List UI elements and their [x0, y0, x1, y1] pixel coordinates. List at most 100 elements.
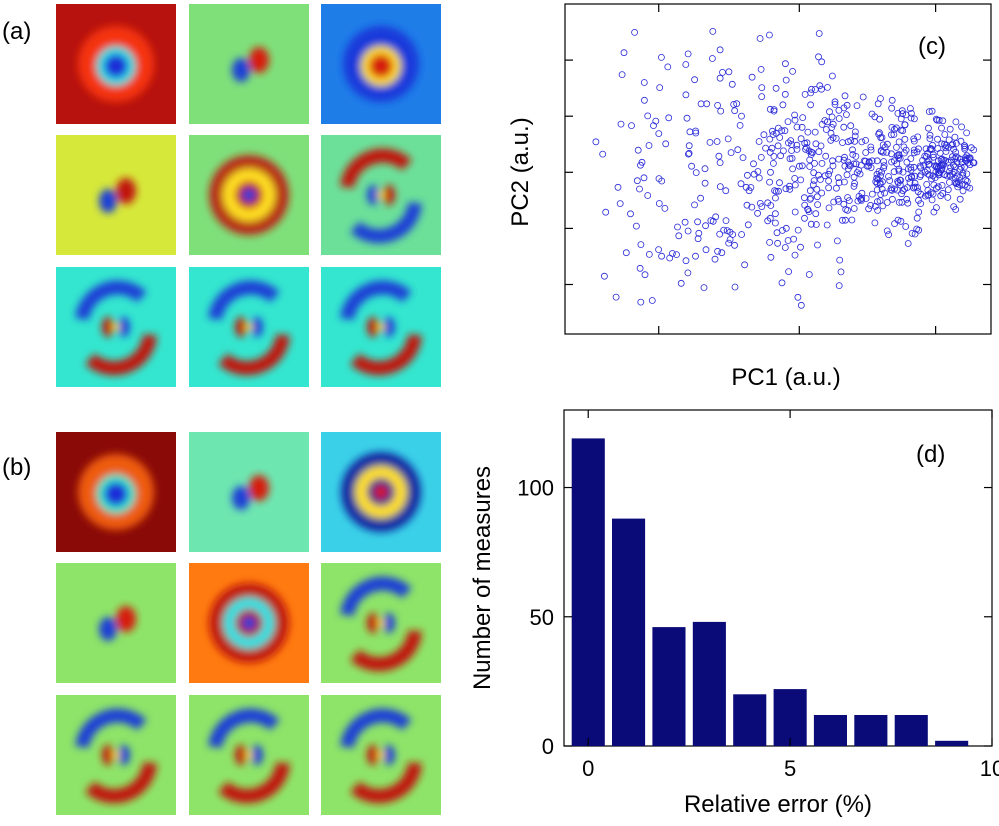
- scatter-point: [875, 130, 883, 138]
- scatter-point: [877, 134, 885, 142]
- scatter-point: [637, 161, 644, 169]
- mode-a-tile: [56, 267, 176, 387]
- scatter-point: [725, 68, 733, 76]
- panel-b-label: (b): [2, 454, 32, 481]
- scatter-point: [655, 130, 663, 138]
- scatter-point: [833, 184, 840, 192]
- scatter-point: [754, 209, 761, 217]
- scatter-point: [793, 141, 801, 149]
- scatter-point: [766, 105, 774, 113]
- scatter-point: [685, 142, 693, 150]
- scatter-point: [818, 159, 826, 167]
- scatter-point: [602, 208, 610, 216]
- bar-1: [612, 518, 646, 746]
- scatter-point: [782, 76, 790, 84]
- scatter-point: [677, 279, 685, 287]
- scatter-point: [755, 138, 763, 145]
- scatter-point: [731, 241, 738, 249]
- scatter-point: [935, 116, 943, 124]
- scatter-point: [636, 264, 644, 272]
- scatter-point: [788, 141, 795, 148]
- scatter-point: [774, 239, 781, 247]
- scatter-point: [776, 134, 784, 141]
- scatter-point: [786, 185, 794, 193]
- scatter-point: [778, 279, 786, 287]
- scatter-point: [772, 194, 779, 202]
- scatter-point: [828, 124, 836, 131]
- scatter-point: [852, 128, 859, 136]
- scatter-point: [959, 172, 967, 179]
- bar-2: [652, 627, 686, 746]
- scatter-point: [756, 35, 764, 42]
- scatter-point: [862, 195, 870, 202]
- scatter-point: [917, 171, 925, 179]
- scatter-point: [789, 68, 796, 75]
- scatter-point: [730, 101, 738, 108]
- mode-a-tile: [321, 135, 441, 255]
- scatter-point: [747, 184, 755, 191]
- scatter-point: [895, 198, 903, 206]
- scatter-point: [956, 195, 964, 203]
- scatter-point: [945, 136, 953, 144]
- scatter-point: [769, 127, 776, 135]
- scatter-point: [835, 197, 843, 205]
- scatter-point: [814, 201, 821, 209]
- scatter-point: [917, 200, 925, 208]
- scatter-point: [714, 102, 721, 109]
- scatter-point: [612, 293, 620, 301]
- scatter-point: [942, 148, 950, 155]
- scatter-point: [766, 31, 773, 39]
- scatter-point: [841, 178, 848, 186]
- scatter-point: [802, 145, 809, 153]
- scatter-point: [812, 221, 820, 228]
- scatter-point: [791, 251, 799, 259]
- mode-b-tile: [56, 563, 176, 683]
- scatter-point: [967, 144, 975, 152]
- scatter-point: [876, 115, 883, 123]
- scatter-point: [640, 79, 648, 86]
- scatter-point: [815, 148, 823, 156]
- scatter-point: [840, 123, 848, 131]
- scatter-points: [592, 27, 978, 309]
- scatter-point: [877, 190, 885, 198]
- scatter-point: [890, 168, 898, 176]
- scatter-point: [941, 131, 949, 138]
- scatter-point: [770, 107, 778, 115]
- scatter-point: [768, 144, 776, 152]
- scatter-point: [797, 301, 805, 309]
- mode-b-tile: [56, 695, 176, 815]
- scatter-point: [796, 162, 803, 170]
- scatter-point: [834, 237, 841, 245]
- scatter-point: [771, 187, 778, 195]
- scatter-point: [958, 159, 966, 166]
- scatter-point: [865, 159, 873, 167]
- scatter-point: [897, 217, 905, 225]
- scatter-point: [878, 168, 885, 176]
- scatter-point: [645, 142, 653, 149]
- scatter-point: [722, 187, 730, 195]
- scatter-point: [789, 165, 796, 173]
- scatter-point: [797, 135, 805, 143]
- scatter-point: [622, 249, 630, 257]
- mode-a-tile: [189, 135, 309, 255]
- scatter-point: [902, 146, 910, 154]
- scatter-point: [766, 178, 773, 186]
- scatter-point: [928, 175, 935, 183]
- scatter-point: [961, 181, 969, 189]
- scatter-point: [767, 253, 775, 261]
- scatter-point: [715, 152, 723, 160]
- scatter-point: [939, 189, 947, 197]
- scatter-point: [616, 200, 624, 208]
- scatter-point: [701, 165, 709, 173]
- scatter-point: [807, 89, 815, 97]
- scatter-point: [970, 146, 978, 154]
- scatter-point: [809, 149, 816, 157]
- scatter-point: [818, 189, 826, 197]
- scatter-point: [675, 232, 683, 240]
- mode-b-tile: [56, 432, 176, 552]
- scatter-point: [636, 185, 643, 193]
- scatter-point: [835, 179, 843, 187]
- scatter-point: [706, 138, 714, 146]
- scatter-point: [872, 178, 880, 186]
